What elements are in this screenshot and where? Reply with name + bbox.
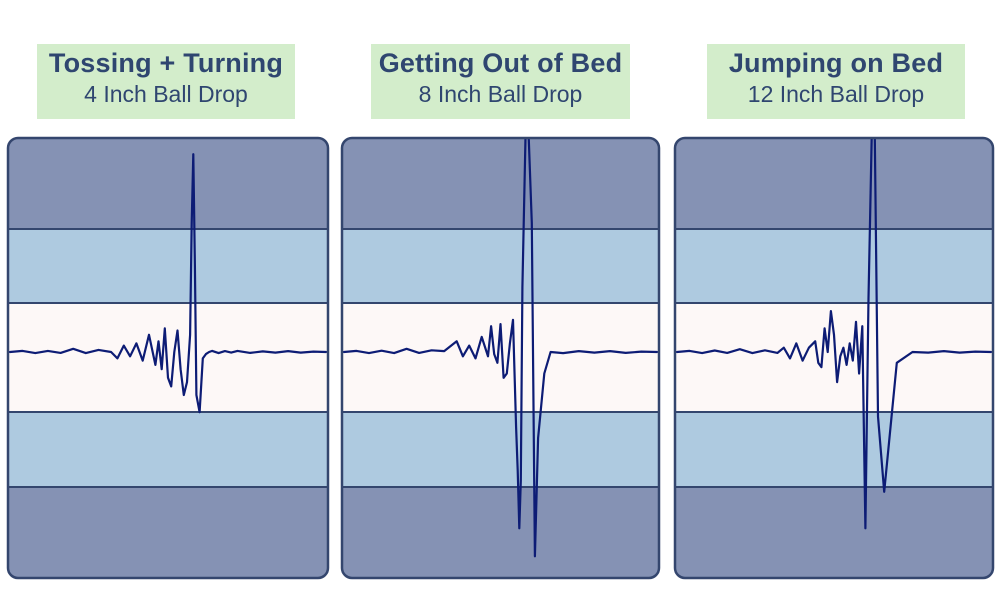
chart-plot-area <box>8 138 328 578</box>
panel-title: Getting Out of Bed <box>378 48 623 78</box>
band-bottom-outer <box>342 487 659 578</box>
panel-getting-out-of-bed: Getting Out of Bed 8 Inch Ball Drop <box>340 44 661 580</box>
chart-frame <box>673 136 995 580</box>
motion-chart-tossing-turning <box>6 136 330 580</box>
panel-subtitle: 12 Inch Ball Drop <box>747 81 925 107</box>
band-top-middle <box>8 229 328 303</box>
panel-subtitle: 8 Inch Ball Drop <box>418 81 583 107</box>
band-bottom-middle <box>8 412 328 487</box>
band-top-middle <box>342 229 659 303</box>
panel-label-box: Tossing + Turning 4 Inch Ball Drop <box>37 44 295 119</box>
motion-chart-getting-out-of-bed <box>340 136 661 580</box>
panel-label-box: Getting Out of Bed 8 Inch Ball Drop <box>371 44 630 119</box>
panel-title: Tossing + Turning <box>48 48 284 78</box>
band-bottom-outer <box>675 487 993 578</box>
panel-title: Jumping on Bed <box>728 48 944 78</box>
panel-tossing-turning: Tossing + Turning 4 Inch Ball Drop <box>0 0 335 607</box>
chart-frame <box>340 136 661 580</box>
band-bottom-outer <box>8 487 328 578</box>
band-top-outer <box>675 138 993 229</box>
band-center <box>342 303 659 412</box>
band-bottom-middle <box>342 412 659 487</box>
panel-label-box: Jumping on Bed 12 Inch Ball Drop <box>707 44 965 119</box>
panel-subtitle: 4 Inch Ball Drop <box>84 81 248 107</box>
chart-plot-area <box>342 138 659 578</box>
band-bottom-middle <box>675 412 993 487</box>
band-top-outer <box>342 138 659 229</box>
motion-signal-line <box>675 138 993 530</box>
chart-plot-area <box>675 138 993 578</box>
motion-signal-line <box>342 138 659 558</box>
chart-frame <box>6 136 330 580</box>
band-center <box>675 303 993 412</box>
band-top-middle <box>675 229 993 303</box>
band-center <box>8 303 328 412</box>
motion-signal-line <box>8 153 328 414</box>
band-top-outer <box>8 138 328 229</box>
